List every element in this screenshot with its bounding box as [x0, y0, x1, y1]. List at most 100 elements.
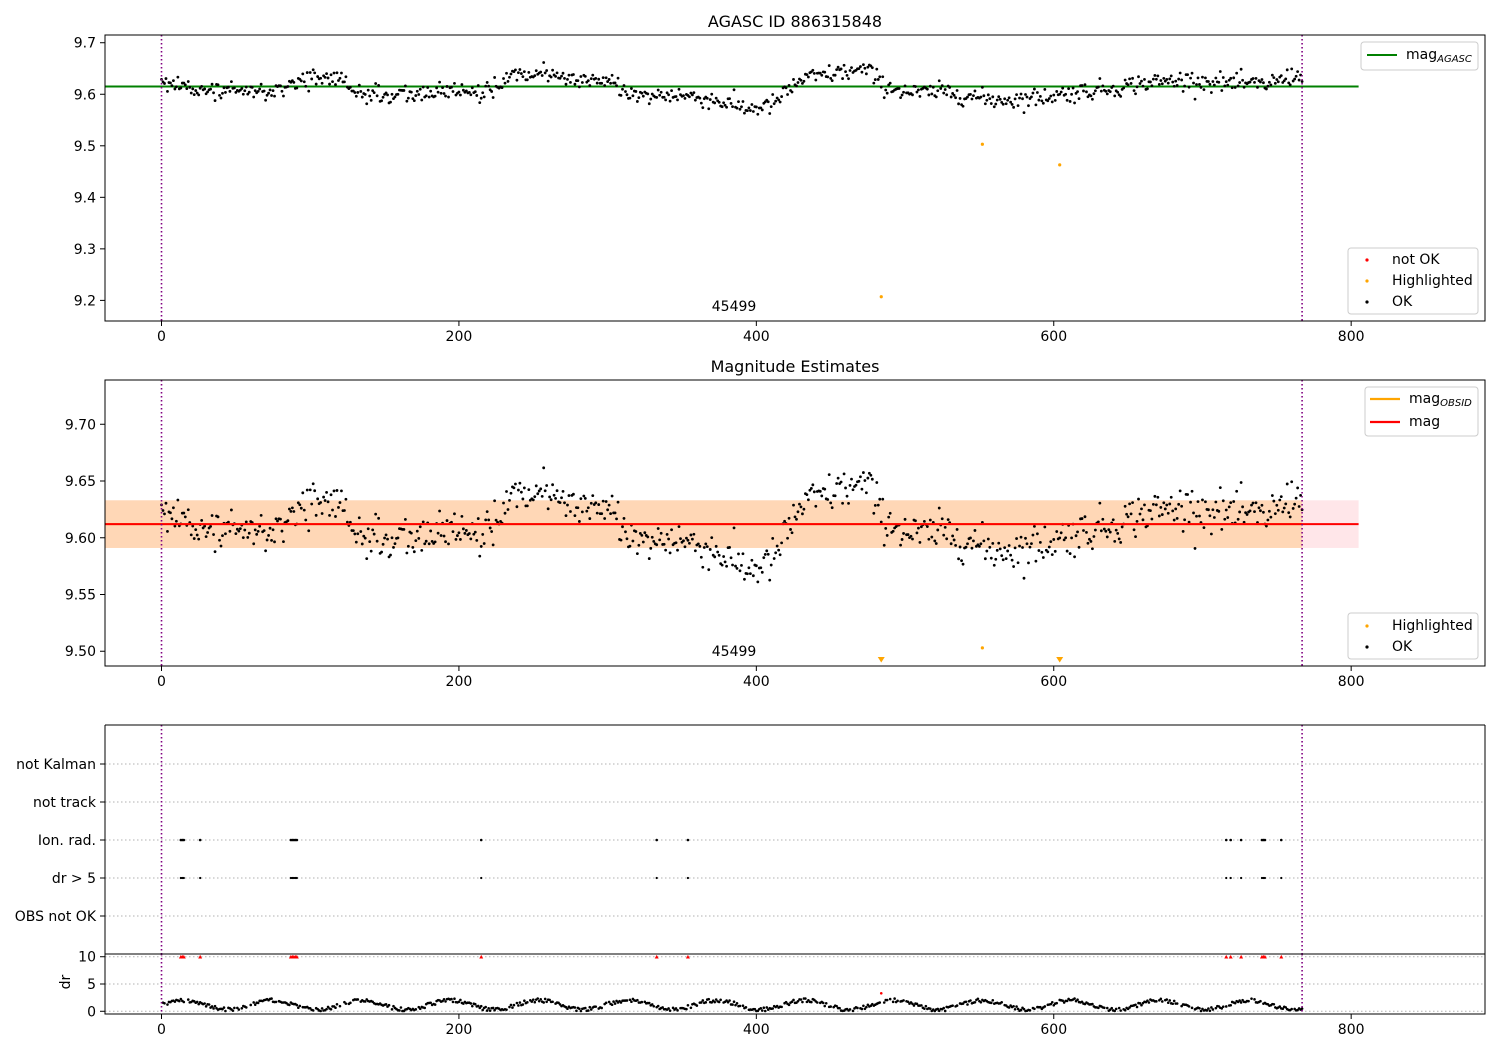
ok-point: [1009, 100, 1013, 104]
ok-point: [1288, 515, 1292, 519]
ok-point: [1151, 77, 1155, 81]
ok-point: [613, 81, 617, 85]
ok-point: [624, 90, 627, 93]
ok-point: [1220, 89, 1224, 92]
ok-point: [756, 580, 760, 584]
ok-point: [1169, 495, 1173, 499]
ok-point: [811, 68, 815, 72]
ok-point: [286, 85, 290, 88]
panel3-plot-area: [100, 724, 1486, 954]
ion-rad-flag-marker: [1279, 838, 1283, 842]
dr-point: [539, 997, 543, 1001]
ok-point: [353, 532, 357, 536]
ok-point: [170, 517, 174, 521]
ok-point: [716, 550, 720, 554]
dr-point: [594, 1005, 598, 1008]
ok-point: [412, 99, 416, 102]
ok-point: [835, 482, 839, 485]
dr-point: [579, 1009, 583, 1013]
legend-highlighted-label: Highlighted: [1392, 618, 1473, 634]
ok-point: [469, 93, 473, 97]
ok-point: [735, 566, 739, 570]
ok-point: [931, 520, 935, 524]
dr-point: [423, 1006, 427, 1010]
ok-point: [903, 84, 907, 88]
ok-point: [902, 532, 905, 535]
ok-point: [543, 71, 547, 75]
ok-point: [490, 530, 494, 533]
dr-over-limit-marker: [1262, 954, 1267, 959]
ok-point: [311, 482, 315, 486]
ok-point: [213, 550, 217, 554]
ok-point: [866, 476, 870, 480]
ok-point: [1141, 84, 1145, 88]
ok-point: [371, 89, 375, 93]
ok-point: [914, 85, 917, 88]
ok-point: [969, 92, 972, 96]
dr-point: [210, 1005, 214, 1008]
ok-point: [994, 102, 998, 106]
dr-point: [584, 1006, 587, 1010]
ok-point: [1053, 549, 1057, 553]
ok-point: [1123, 78, 1127, 82]
ok-point: [806, 498, 810, 502]
ok-point: [484, 84, 488, 88]
ok-point: [279, 517, 282, 521]
ok-point: [493, 76, 497, 79]
ok-point: [224, 91, 227, 94]
ok-point: [1068, 100, 1072, 103]
ok-point: [1128, 502, 1131, 506]
ok-point: [772, 102, 776, 106]
dr-point: [734, 1003, 737, 1007]
ok-point: [1217, 80, 1221, 84]
ok-point: [331, 80, 334, 84]
dr-point: [937, 1009, 941, 1013]
ok-point: [1007, 96, 1011, 100]
dr-point: [713, 1000, 716, 1004]
ok-point: [1003, 546, 1007, 550]
ok-point: [594, 76, 598, 80]
ok-point: [267, 534, 270, 537]
ok-point: [1122, 86, 1126, 90]
ok-point: [641, 94, 645, 98]
ok-point: [393, 542, 397, 545]
ok-point: [525, 78, 529, 82]
flags-panel: not Kalman not track Ion. rad. dr > 5 OB…: [15, 724, 1486, 954]
ok-point: [762, 556, 766, 560]
dr-over-limit-marker: [294, 954, 299, 959]
ok-point: [586, 506, 590, 510]
ok-point: [503, 511, 507, 515]
ok-point: [335, 489, 339, 492]
ok-point: [1028, 545, 1032, 549]
ok-point: [656, 527, 660, 530]
panel2-x-tick-label: 600: [1040, 674, 1067, 690]
ok-point: [1128, 77, 1131, 81]
dr-point: [509, 1003, 513, 1007]
ok-point: [1186, 493, 1189, 496]
dr-point: [469, 1002, 473, 1005]
dr-point: [213, 1004, 217, 1008]
ok-point: [1211, 508, 1215, 512]
ok-point: [1134, 92, 1137, 96]
dr-point: [726, 1000, 730, 1004]
dr-point: [533, 1000, 537, 1004]
dr-point: [531, 998, 535, 1001]
ok-point: [1021, 97, 1024, 101]
ok-point: [426, 86, 430, 89]
ok-point: [1082, 89, 1085, 93]
ok-point: [1025, 542, 1029, 546]
ok-point: [983, 102, 987, 106]
ok-point: [991, 541, 995, 545]
dr-point: [787, 1003, 791, 1007]
dr-point: [166, 1003, 169, 1006]
ok-point: [588, 84, 592, 87]
flag-label-not-track: not track: [33, 795, 97, 811]
ok-point: [1207, 508, 1210, 512]
ok-point: [564, 82, 568, 86]
dr-point: [1208, 1009, 1212, 1013]
dr-gt-5-flag-marker: [480, 876, 483, 880]
ok-point: [392, 545, 395, 549]
ok-point: [461, 527, 465, 531]
ok-point: [1208, 514, 1212, 518]
ok-point: [948, 86, 952, 89]
